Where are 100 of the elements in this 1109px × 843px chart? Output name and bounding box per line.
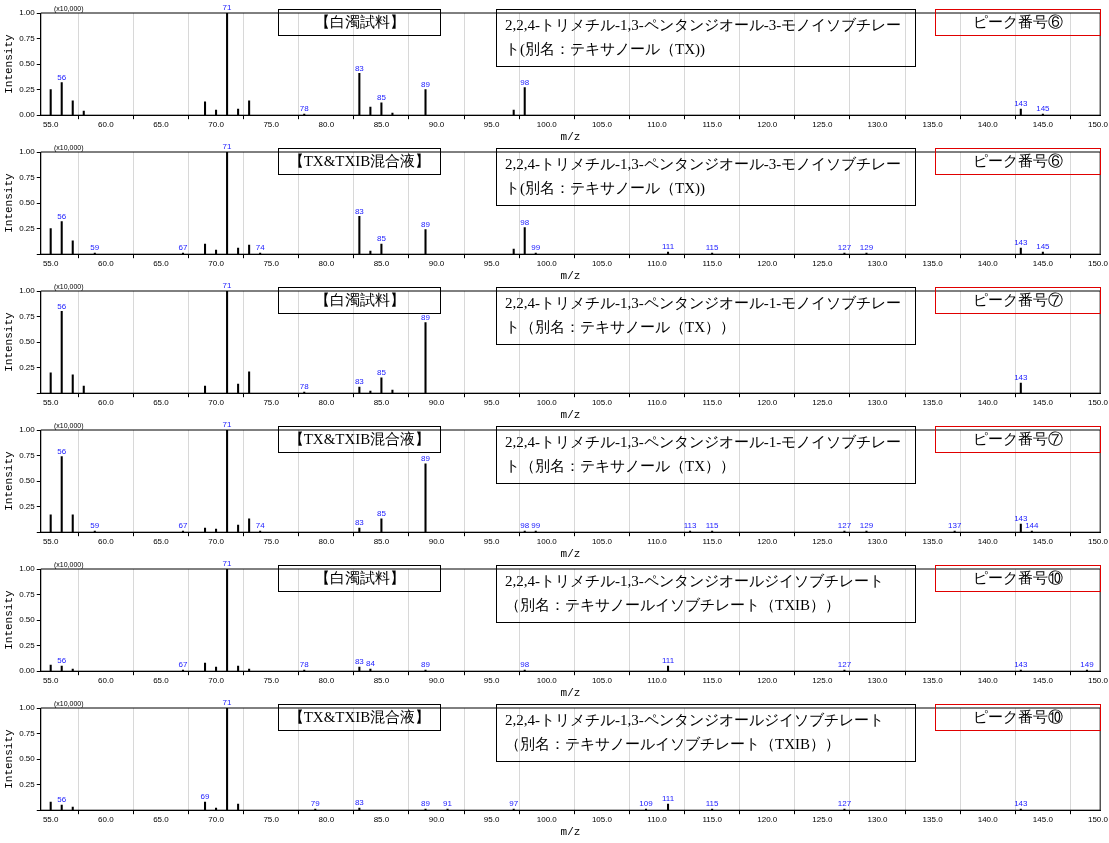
annotation: 115 [705,521,720,531]
annotation: 127 [837,799,852,809]
x-tick-label: 120.0 [757,120,778,130]
y-tick-label: 0.75 [19,33,36,43]
annotation: 【TX&TXIB混合液】 [278,426,441,453]
x-tick-label: 130.0 [867,537,889,547]
x-tick-label: 125.0 [812,398,833,408]
annotation: 【白濁試料】 [278,287,441,314]
x-tick-label: 150.0 [1087,676,1109,686]
y-tick-label: 0.75 [19,311,36,321]
annotation: ピーク番号⑦ [935,287,1101,314]
y-tick-label: 0.25 [19,779,36,789]
annotation: 【TX&TXIB混合液】 [278,704,441,731]
x-tick-label: 80.0 [318,120,335,130]
annotation: 145 [1036,104,1051,114]
x-tick-label: 110.0 [647,259,668,269]
annotation: 143 [1014,238,1029,248]
x-axis-title: m/z [560,687,581,700]
x-tick-label: 85.0 [373,815,390,825]
x-tick-label: 60.0 [98,676,115,686]
x-tick-label: 65.0 [153,676,170,686]
annotation: 143 [1014,373,1029,383]
x-tick-label: 110.0 [647,676,668,686]
x-tick-label: 110.0 [647,120,668,130]
y-tick-label: 1.00 [19,564,36,574]
annotation: 56 [57,656,67,666]
x-tick-label: 75.0 [263,815,280,825]
x-tick-label: 100.0 [536,120,558,130]
x-tick-label: 70.0 [208,537,225,547]
y-tick-label: 1.00 [19,8,36,18]
x-tick-label: 135.0 [922,815,944,825]
annotation: ピーク番号⑥ [935,9,1101,36]
x-tick-label: 115.0 [702,398,723,408]
y-tick-label: 1.00 [19,286,36,296]
x-tick-label: 105.0 [591,815,613,825]
x-tick-label: 135.0 [922,537,944,547]
annotation: 89 [421,660,431,670]
x-tick-label: 55.0 [42,676,60,686]
x-tick-label: 150.0 [1087,537,1109,547]
annotation: 【白濁試料】 [278,9,441,36]
x-tick-label: 90.0 [428,815,445,825]
annotation: 99 [531,521,541,531]
x-tick-label: 80.0 [318,259,335,269]
annotation: 78 [299,382,310,392]
annotation: 137 [947,521,962,531]
annotation: 71 [222,3,233,13]
y-axis-title: Intensity [2,34,15,94]
annotation: 2,2,4-トリメチル-1,3-ペンタンジオール-3-モノイソブチレート(別名：テキサノール（TX)) [496,148,916,206]
annotation: 67 [178,521,188,531]
x-tick-label: 130.0 [867,120,889,130]
annotation: 78 [299,660,310,670]
annotation: 2,2,4-トリメチル-1,3-ペンタンジオール-3-モノイソブチレート(別名：テキサノール（TX)) [496,9,916,67]
annotation: 91 [443,799,453,809]
annotation: 109 [639,799,654,809]
annotation: ピーク番号⑦ [935,426,1101,453]
annotation: 98 [520,77,530,87]
x-tick-label: 130.0 [867,259,889,269]
x-tick-label: 85.0 [373,676,390,686]
x-tick-label: 130.0 [867,815,889,825]
y-tick-label: 0.50 [19,615,36,625]
annotation: 89 [421,312,431,322]
y-tick-label: 0.50 [19,476,36,486]
x-tick-label: 110.0 [647,537,668,547]
x-tick-label: 140.0 [977,259,999,269]
x-tick-label: 95.0 [483,676,500,686]
annotation: 74 [255,521,266,531]
annotation: 56 [57,795,67,805]
annotation: 129 [859,521,874,531]
x-tick-label: 70.0 [208,676,225,686]
x-tick-label: 135.0 [922,259,944,269]
annotation: 149 [1080,660,1095,670]
x-tick-label: 110.0 [647,398,668,408]
x-tick-label: 65.0 [153,120,170,130]
x-tick-label: 95.0 [483,398,500,408]
y-tick-label: 0.50 [19,337,36,347]
annotation: 98 [520,217,530,227]
y-axis-title: Intensity [2,173,15,233]
x-tick-label: 70.0 [208,815,225,825]
x-tick-label: 145.0 [1032,537,1054,547]
x-tick-label: 145.0 [1032,120,1054,130]
x-tick-label: 75.0 [263,676,280,686]
annotation: 89 [421,799,431,809]
x-tick-label: 100.0 [536,537,558,547]
annotation: 143 [1014,99,1029,109]
annotation: 71 [222,142,233,152]
x-tick-label: 150.0 [1087,259,1109,269]
x-tick-label: 105.0 [591,120,613,130]
annotation: 2,2,4-トリメチル-1,3-ペンタンジオールジイソブチレート（別名：テキサノールイソブチレート（TXIB）） [496,704,916,762]
y-axis-title: Intensity [2,312,15,372]
y-tick-label: 0.75 [19,589,36,599]
annotation: 115 [705,799,720,809]
annotation: 71 [222,281,233,291]
annotation: 85 [376,93,387,103]
annotation: 85 [376,509,387,519]
annotation: 99 [531,243,541,253]
annotation: 127 [837,243,852,253]
annotation: 56 [57,446,67,456]
x-tick-label: 145.0 [1032,398,1054,408]
annotation: 98 [520,660,530,670]
x-axis-title: m/z [560,409,581,422]
